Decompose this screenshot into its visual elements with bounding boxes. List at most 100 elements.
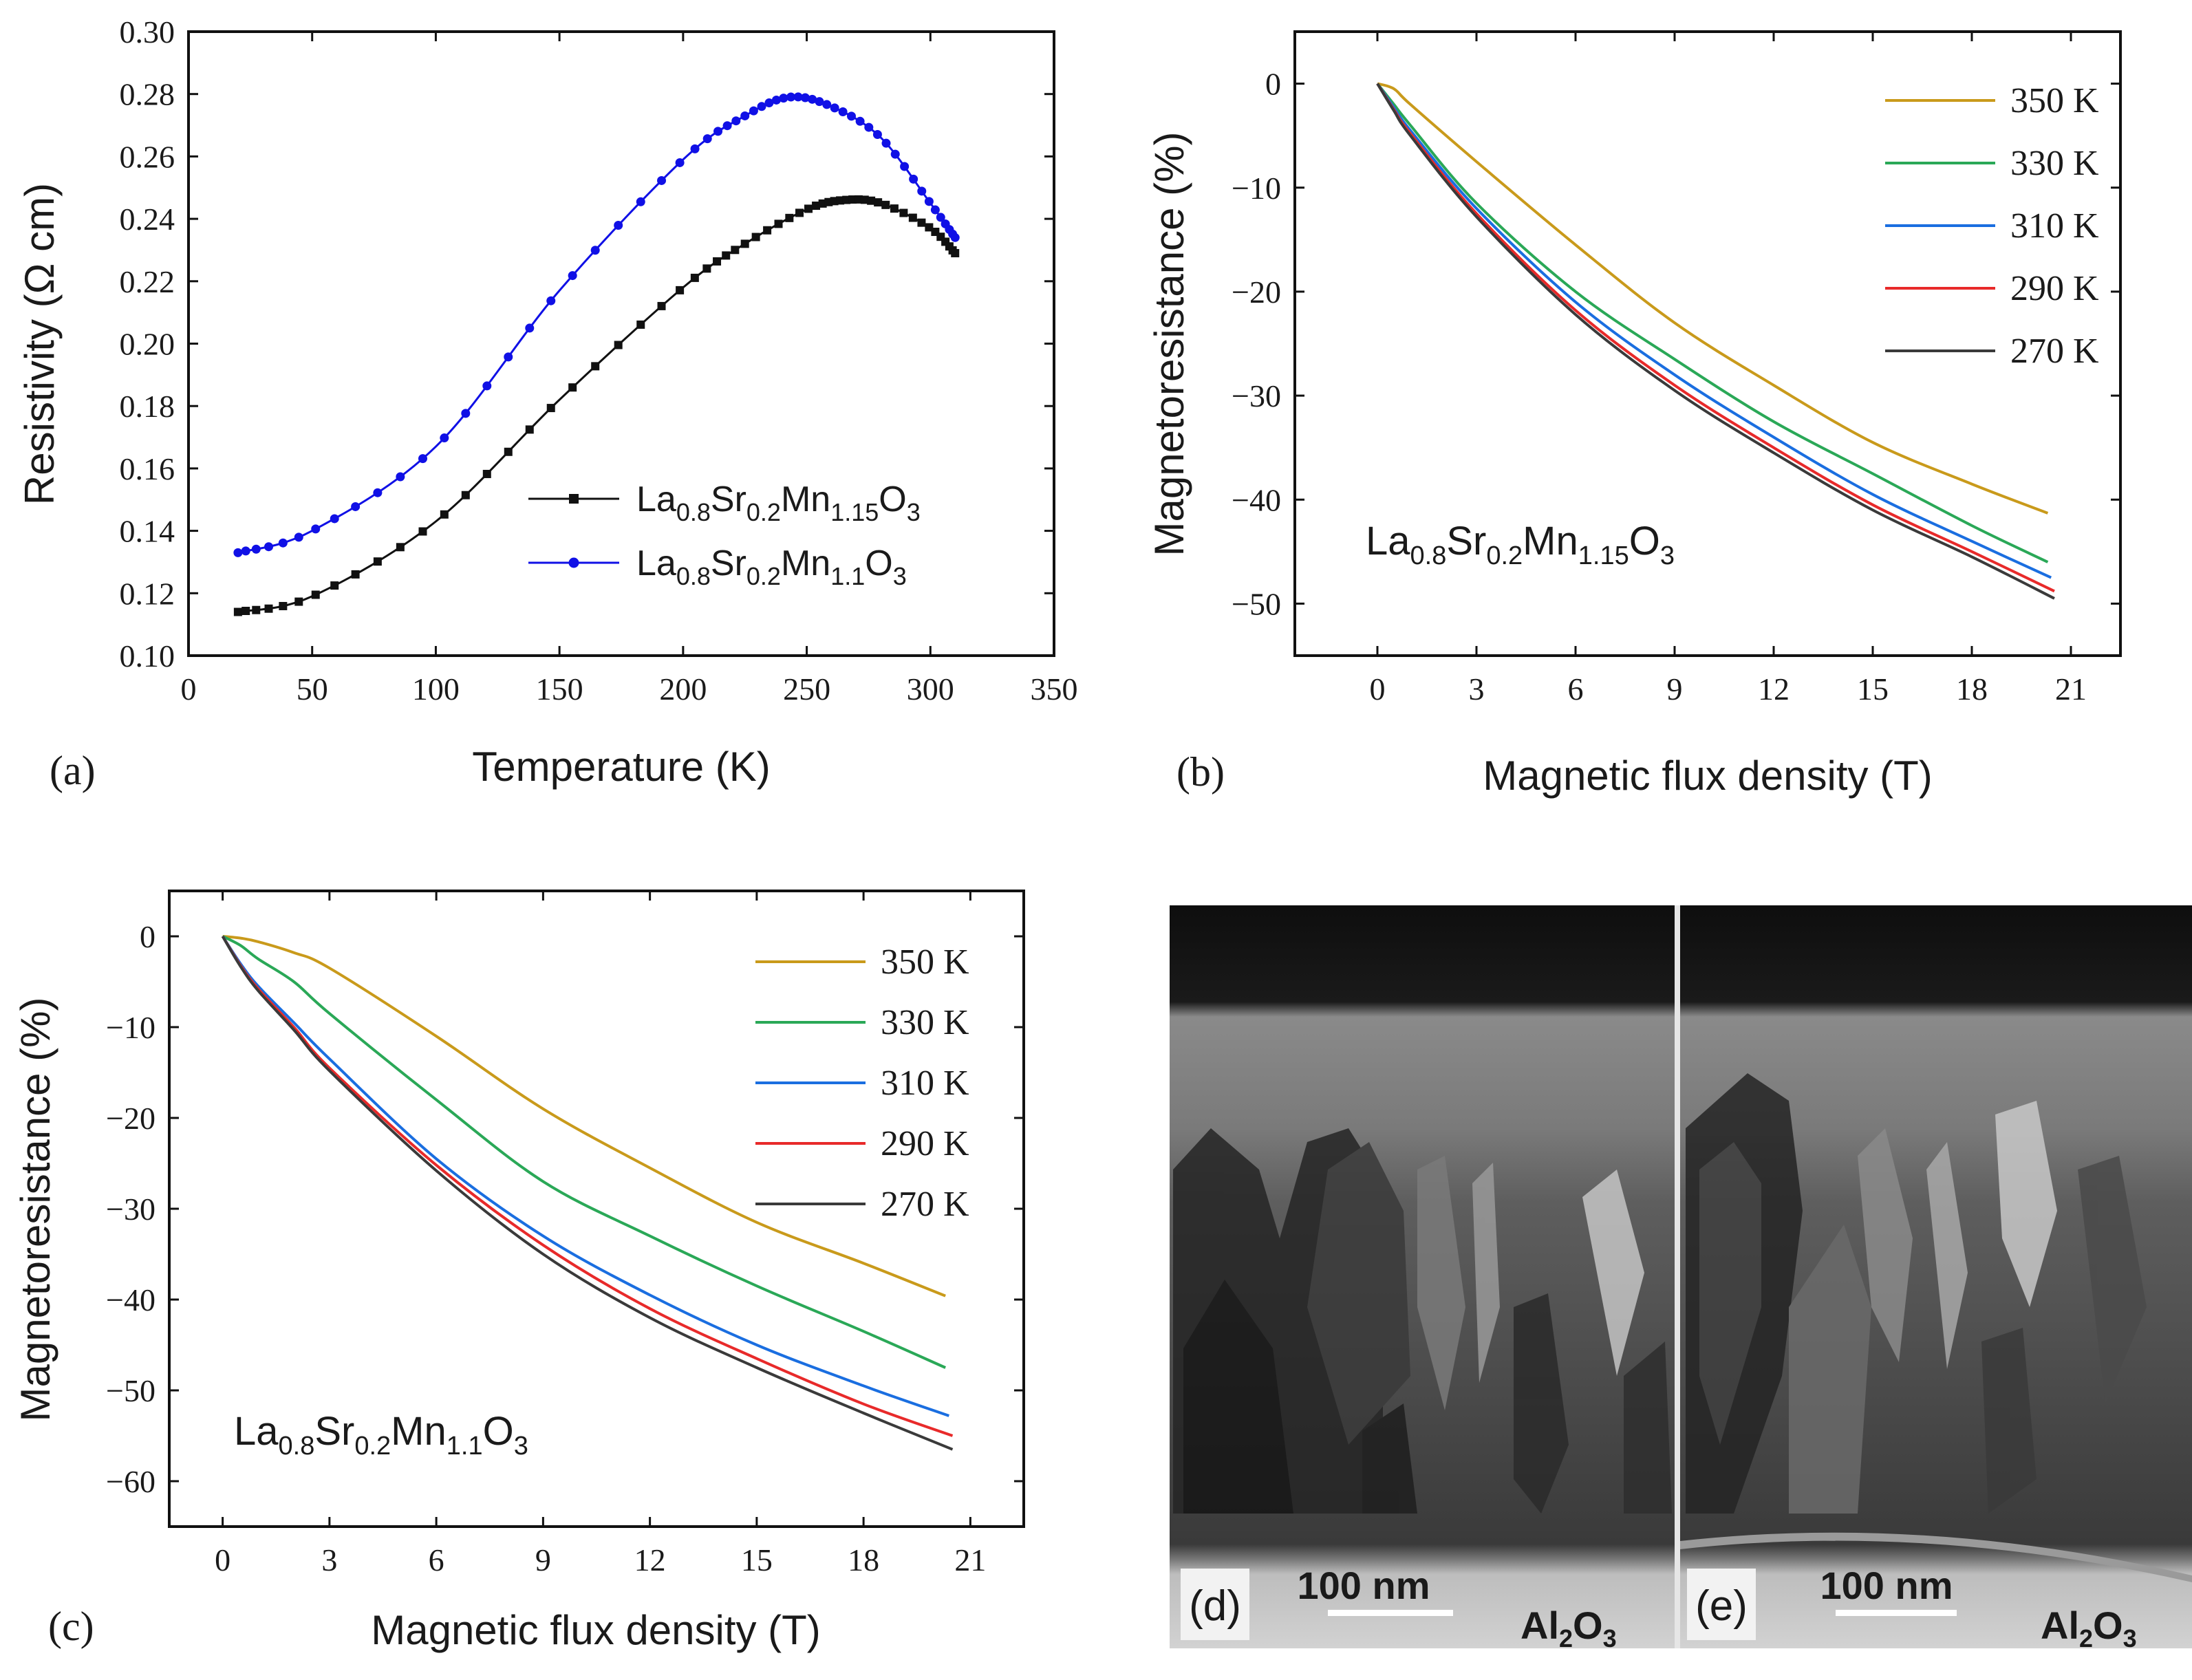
data-point	[899, 208, 908, 217]
y-tick-label: −20	[1232, 274, 1281, 310]
data-point	[872, 130, 882, 140]
tem-image-d: (d) 100 nm Al2O3	[1170, 905, 1675, 1652]
panel-c-legend: 350 K 330 K 310 K 290 K 270 K	[755, 943, 969, 1224]
x-tick-label: 15	[741, 1542, 773, 1577]
series-line	[237, 96, 956, 554]
data-point	[461, 491, 470, 499]
x-tick-label: 200	[659, 671, 707, 707]
data-point	[591, 362, 600, 371]
panel-b-legend: 350 K 330 K 310 K 290 K 270 K	[1885, 81, 2099, 371]
data-point	[909, 174, 918, 184]
data-point	[702, 134, 712, 144]
formula-part: Mn	[781, 480, 830, 519]
x-tick-label: 18	[848, 1542, 879, 1577]
formula-part: Sr	[1446, 519, 1486, 563]
y-tick-label: 0.30	[120, 14, 175, 50]
tem-d-scale-text: 100 nm	[1298, 1564, 1430, 1607]
tem-e-label-box	[1687, 1569, 1756, 1640]
data-point	[764, 98, 774, 108]
x-tick-label: 3	[1469, 671, 1485, 707]
formula-part: 0.8	[1410, 541, 1447, 570]
formula-part: La	[636, 480, 676, 519]
panel-b-annotation: La0.8Sr0.2Mn1.15O3	[1366, 519, 1675, 570]
data-point	[294, 532, 303, 542]
x-tick-label: 3	[321, 1542, 337, 1577]
data-point	[525, 425, 534, 434]
data-point	[713, 257, 722, 266]
tem-d-substrate-sub2: 3	[1603, 1624, 1617, 1652]
tem-e-substrate-label: Al2O3	[2041, 1604, 2137, 1652]
tem-d-substrate-sub: 2	[1559, 1624, 1573, 1652]
data-point	[233, 607, 242, 616]
tem-e-grains	[1686, 1073, 2147, 1514]
data-point	[763, 226, 772, 235]
data-point	[675, 158, 685, 167]
x-tick-label: 100	[412, 671, 460, 707]
legend-label: 350 K	[2010, 81, 2099, 120]
y-tick-label: −40	[106, 1282, 155, 1317]
formula-part: 0.2	[1486, 541, 1523, 570]
panel-c-annotation: La0.8Sr0.2Mn1.1O3	[234, 1409, 528, 1461]
data-point	[836, 196, 845, 205]
panel-a-ylabel: Resistivity (Ω cm)	[17, 183, 63, 505]
data-point	[925, 223, 934, 232]
legend-marker	[569, 494, 579, 504]
data-point	[890, 149, 900, 159]
data-point	[546, 404, 555, 413]
panel-a-axes: 0 50 100 150 200 250 300 350 0.10 0.12 0.14 0.16 0.1…	[120, 14, 1078, 707]
x-tick-label: 350	[1031, 671, 1078, 707]
data-point	[504, 352, 513, 362]
y-tick-label: 0.12	[120, 576, 175, 611]
panel-c-series	[221, 935, 954, 1451]
data-point	[525, 323, 535, 333]
y-tick-label: −30	[106, 1192, 155, 1227]
data-point	[881, 138, 891, 148]
data-point	[795, 208, 804, 217]
formula-part: Mn	[781, 543, 830, 583]
series-line	[222, 935, 946, 1297]
legend-label: 330 K	[881, 1003, 969, 1042]
data-point	[461, 409, 471, 418]
y-tick-label: 0	[1265, 67, 1281, 102]
formula-part: O	[483, 1409, 514, 1454]
y-tick-label: −60	[106, 1464, 155, 1499]
x-tick-label: 0	[181, 671, 197, 707]
data-point	[830, 103, 839, 113]
data-point	[900, 162, 910, 171]
series-line	[1377, 82, 2049, 515]
legend-label: 290 K	[881, 1124, 969, 1163]
x-tick-label: 15	[1857, 671, 1889, 707]
tem-d-label: (d)	[1189, 1582, 1241, 1630]
formula-part: 3	[907, 498, 921, 526]
tem-divider	[1675, 905, 1680, 1648]
data-point	[908, 213, 917, 222]
data-point	[676, 286, 685, 294]
data-point	[482, 381, 492, 391]
formula-part: 3	[514, 1432, 528, 1461]
tem-d-grains	[1173, 1128, 1672, 1514]
formula-part: La	[636, 543, 676, 583]
data-point	[264, 604, 273, 613]
panel-b-frame	[1293, 30, 2122, 657]
data-point	[800, 93, 810, 103]
data-point	[774, 219, 783, 228]
data-point	[351, 502, 361, 511]
data-point	[241, 606, 250, 615]
y-tick-label: 0.18	[120, 389, 175, 424]
series-line	[222, 935, 947, 1369]
data-point	[713, 127, 723, 136]
formula-part: 0.8	[676, 498, 711, 526]
data-point	[636, 197, 645, 206]
panel-b: 0 3 6 9 12 15 18 21 0 −10 −20 −30 −40 −50 Magnetic fl…	[1146, 30, 2122, 799]
data-point	[252, 605, 261, 614]
x-tick-label: 6	[1568, 671, 1584, 707]
x-tick-label: 18	[1956, 671, 1988, 707]
formula-part: 3	[893, 562, 907, 590]
data-point	[440, 510, 449, 519]
tem-d-substrate-label: Al2O3	[1521, 1604, 1617, 1652]
data-point	[890, 204, 899, 213]
panel-c: 0 3 6 9 12 15 18 21 0 −10 −20 −30 −40 −50 −60 Magnetic…	[12, 890, 1025, 1653]
formula-part: La	[1366, 519, 1410, 563]
data-point	[757, 102, 766, 111]
